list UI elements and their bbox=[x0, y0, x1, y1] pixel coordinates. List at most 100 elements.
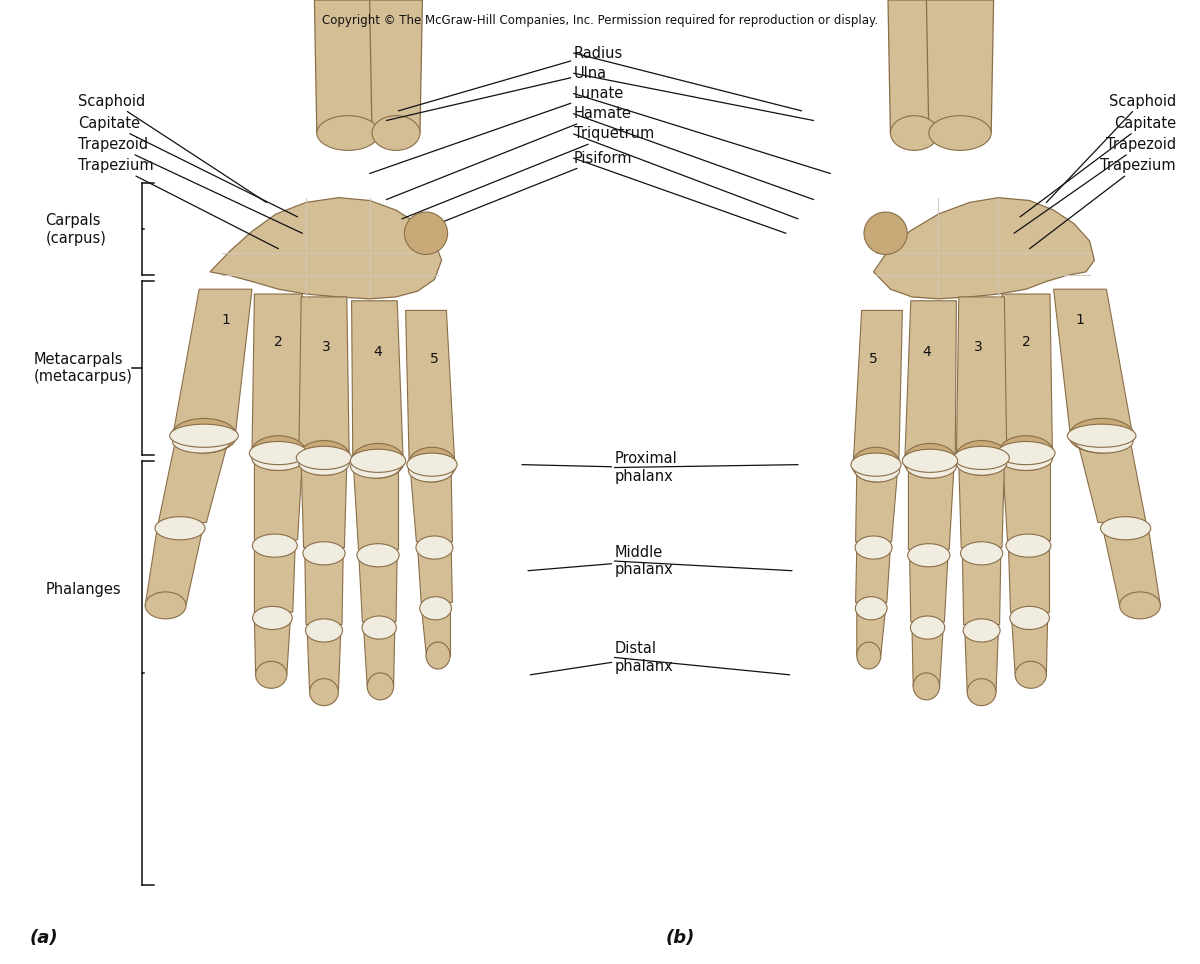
Polygon shape bbox=[406, 310, 455, 465]
Ellipse shape bbox=[426, 642, 450, 669]
Polygon shape bbox=[956, 297, 1007, 458]
Polygon shape bbox=[1000, 294, 1052, 453]
Text: Scaphoid: Scaphoid bbox=[78, 94, 266, 202]
Text: 2: 2 bbox=[274, 335, 283, 349]
Polygon shape bbox=[410, 470, 452, 542]
Polygon shape bbox=[353, 467, 398, 549]
Polygon shape bbox=[856, 548, 890, 602]
Text: Triquetrum: Triquetrum bbox=[402, 126, 654, 219]
Polygon shape bbox=[421, 608, 450, 656]
Ellipse shape bbox=[299, 452, 349, 475]
Ellipse shape bbox=[362, 616, 396, 639]
Ellipse shape bbox=[955, 441, 1008, 475]
Text: 2: 2 bbox=[1021, 335, 1031, 349]
Polygon shape bbox=[1103, 528, 1160, 605]
Polygon shape bbox=[370, 0, 422, 133]
Ellipse shape bbox=[960, 542, 1003, 565]
Ellipse shape bbox=[372, 116, 420, 150]
Polygon shape bbox=[173, 289, 252, 436]
Polygon shape bbox=[1012, 618, 1048, 675]
Ellipse shape bbox=[851, 453, 901, 476]
Ellipse shape bbox=[252, 447, 305, 470]
Ellipse shape bbox=[902, 449, 958, 472]
Polygon shape bbox=[856, 470, 898, 542]
Ellipse shape bbox=[155, 517, 205, 540]
Text: 5: 5 bbox=[430, 352, 439, 365]
Ellipse shape bbox=[420, 597, 451, 620]
Text: 5: 5 bbox=[869, 352, 878, 365]
Ellipse shape bbox=[1006, 534, 1051, 557]
Ellipse shape bbox=[864, 212, 907, 254]
Ellipse shape bbox=[890, 116, 938, 150]
Polygon shape bbox=[299, 297, 349, 458]
Ellipse shape bbox=[408, 447, 456, 482]
Text: 3: 3 bbox=[973, 340, 983, 354]
Text: Capitate: Capitate bbox=[78, 116, 298, 217]
Ellipse shape bbox=[356, 544, 400, 567]
Ellipse shape bbox=[252, 534, 298, 557]
Ellipse shape bbox=[956, 452, 1007, 475]
Polygon shape bbox=[352, 301, 403, 461]
Ellipse shape bbox=[967, 679, 996, 706]
Text: Lunate: Lunate bbox=[370, 86, 624, 174]
Ellipse shape bbox=[1015, 661, 1046, 688]
Ellipse shape bbox=[998, 436, 1054, 470]
Polygon shape bbox=[965, 630, 998, 692]
Ellipse shape bbox=[296, 446, 352, 469]
Ellipse shape bbox=[352, 443, 404, 478]
Ellipse shape bbox=[256, 661, 287, 688]
Ellipse shape bbox=[857, 642, 881, 669]
Ellipse shape bbox=[907, 544, 950, 567]
Text: Ulna: Ulna bbox=[386, 66, 607, 120]
Ellipse shape bbox=[173, 430, 230, 453]
Polygon shape bbox=[210, 198, 442, 299]
Text: 1: 1 bbox=[221, 313, 230, 327]
Text: Hamate: Hamate bbox=[386, 106, 631, 200]
Ellipse shape bbox=[854, 459, 900, 482]
Ellipse shape bbox=[906, 455, 956, 478]
Text: Trapezoid: Trapezoid bbox=[78, 137, 302, 233]
Ellipse shape bbox=[1069, 418, 1134, 453]
Ellipse shape bbox=[408, 459, 454, 482]
Ellipse shape bbox=[169, 424, 239, 447]
Polygon shape bbox=[959, 464, 1004, 548]
Polygon shape bbox=[857, 608, 886, 656]
Text: Scaphoid: Scaphoid bbox=[1046, 94, 1176, 202]
Polygon shape bbox=[314, 0, 382, 133]
Ellipse shape bbox=[310, 679, 338, 706]
Ellipse shape bbox=[904, 443, 956, 478]
Ellipse shape bbox=[350, 455, 401, 478]
Polygon shape bbox=[1054, 289, 1133, 436]
Polygon shape bbox=[359, 555, 397, 622]
Text: Trapezium: Trapezium bbox=[78, 158, 278, 249]
Polygon shape bbox=[1002, 459, 1050, 540]
Polygon shape bbox=[910, 555, 948, 622]
Ellipse shape bbox=[852, 447, 900, 482]
Text: (a): (a) bbox=[30, 928, 59, 947]
Ellipse shape bbox=[253, 606, 293, 629]
Text: Copyright © The McGraw-Hill Companies, Inc. Permission required for reproduction: Copyright © The McGraw-Hill Companies, I… bbox=[322, 14, 878, 27]
Text: Proximal
phalanx: Proximal phalanx bbox=[522, 451, 677, 484]
Ellipse shape bbox=[404, 212, 448, 254]
Polygon shape bbox=[853, 310, 902, 465]
Ellipse shape bbox=[929, 116, 991, 150]
Polygon shape bbox=[418, 548, 452, 602]
Ellipse shape bbox=[1075, 430, 1133, 453]
Ellipse shape bbox=[317, 116, 379, 150]
Polygon shape bbox=[305, 553, 343, 625]
Ellipse shape bbox=[997, 442, 1055, 465]
Ellipse shape bbox=[856, 597, 887, 620]
Polygon shape bbox=[908, 467, 954, 549]
Ellipse shape bbox=[1010, 606, 1049, 629]
Ellipse shape bbox=[416, 536, 452, 559]
Ellipse shape bbox=[302, 542, 346, 565]
Polygon shape bbox=[254, 618, 290, 675]
Polygon shape bbox=[962, 553, 1001, 625]
Polygon shape bbox=[301, 464, 347, 548]
Ellipse shape bbox=[145, 592, 186, 619]
Ellipse shape bbox=[856, 536, 892, 559]
Polygon shape bbox=[1078, 442, 1146, 522]
Ellipse shape bbox=[913, 673, 940, 700]
Polygon shape bbox=[874, 198, 1094, 299]
Ellipse shape bbox=[1000, 447, 1052, 470]
